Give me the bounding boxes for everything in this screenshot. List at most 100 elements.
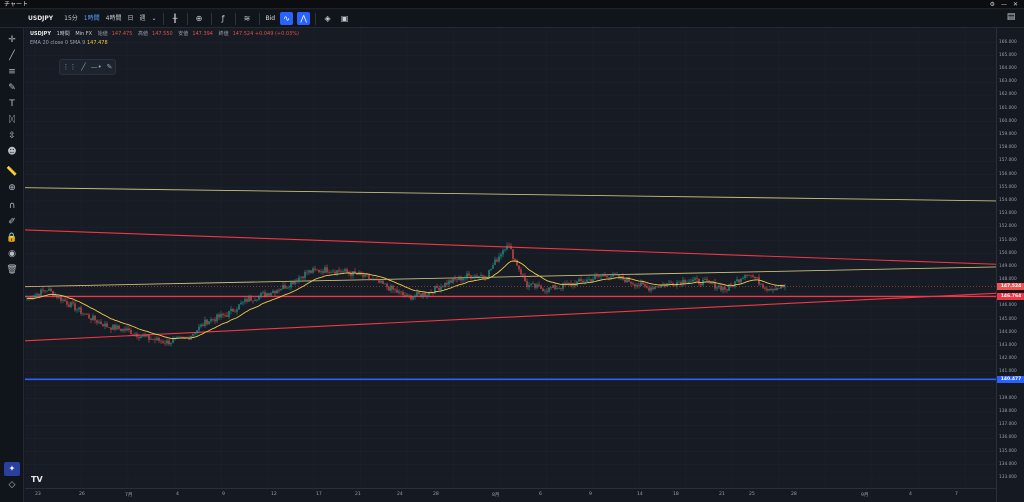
candle-body xyxy=(246,298,248,302)
candle-body xyxy=(434,286,436,294)
brush-icon[interactable]: ✎ xyxy=(8,83,16,93)
cursor-icon[interactable]: ✛ xyxy=(8,35,16,45)
brush-tool-icon[interactable]: ✎ xyxy=(106,63,113,71)
candle-body xyxy=(594,275,596,280)
candle-body xyxy=(296,280,298,282)
candle-body xyxy=(450,280,452,283)
candle-body xyxy=(494,259,496,265)
yellow-resistance-line xyxy=(25,187,996,202)
price-tick-label: 134.000 xyxy=(999,461,1017,467)
layers-icon[interactable]: ◇ xyxy=(8,480,16,490)
close-icon[interactable]: ✕ xyxy=(1012,0,1018,8)
horizontal-ray-icon[interactable]: —• xyxy=(90,63,102,71)
snapshot-icon[interactable]: ▣ xyxy=(340,14,349,23)
price-tick-label: 161.000 xyxy=(999,105,1017,111)
candle-body xyxy=(456,279,458,281)
indicator-icon[interactable]: ƒ xyxy=(221,14,225,23)
price-chart[interactable] xyxy=(25,28,996,488)
price-tick-label: 158.000 xyxy=(999,145,1017,151)
trendline-icon[interactable]: ╱ xyxy=(9,51,15,61)
timeframe-15m[interactable]: 15分 xyxy=(64,14,78,22)
pattern-icon[interactable]: ᛞ xyxy=(9,115,15,125)
favorites-icon[interactable]: ✦ xyxy=(4,462,20,476)
magnet-icon[interactable]: ∩ xyxy=(8,201,16,211)
candle-body xyxy=(640,282,642,286)
price-tick-label: 137.000 xyxy=(999,422,1017,428)
candle-body xyxy=(114,324,116,330)
emoji-icon[interactable]: ☻ xyxy=(7,147,17,157)
measure-range-icon[interactable]: ⇳ xyxy=(8,131,16,141)
candle-body xyxy=(560,288,562,289)
timeframe-dropdown-icon[interactable]: ⌄ xyxy=(151,14,157,22)
timeframe-4h[interactable]: 4時間 xyxy=(105,14,122,22)
wave-chart-icon[interactable]: ⋀ xyxy=(297,12,311,25)
candle-body xyxy=(144,335,146,337)
trendline-tool-icon[interactable]: ╱ xyxy=(81,63,86,71)
divider xyxy=(210,12,212,25)
candle-body xyxy=(52,290,54,297)
settings-icon[interactable]: ⚙ xyxy=(989,0,995,8)
text-icon[interactable]: T xyxy=(9,99,15,109)
compare-icon[interactable]: ≋ xyxy=(243,14,251,23)
price-tick-label: 135.000 xyxy=(999,448,1017,454)
eye-icon[interactable]: ◉ xyxy=(8,249,16,259)
alert-icon[interactable]: ◈ xyxy=(324,14,331,23)
candle-body xyxy=(682,280,684,285)
candle-body xyxy=(278,290,280,291)
layout-icon[interactable]: ▤ xyxy=(1006,12,1016,22)
candle-body xyxy=(222,313,224,316)
trash-icon[interactable]: 🗑 xyxy=(6,265,18,275)
price-tick-label: 152.000 xyxy=(999,224,1017,230)
candle-body xyxy=(444,282,446,287)
candle-body xyxy=(420,293,422,297)
candle-body xyxy=(506,245,508,250)
tradingview-logo: TV xyxy=(31,475,43,484)
time-tick-label: 25 xyxy=(749,492,755,497)
timeframe-week[interactable]: 週 xyxy=(139,14,146,22)
candle-body xyxy=(92,315,94,320)
price-tick-label: 156.000 xyxy=(999,171,1017,177)
drag-handle-icon[interactable]: ⋮⋮ xyxy=(62,63,77,71)
price-axis[interactable]: 166.000 165.000 164.000 163.000 162.000 161.0… xyxy=(996,28,1024,502)
candle-body xyxy=(692,279,694,282)
horizontal-lines-icon[interactable]: ≡ xyxy=(8,67,16,77)
zoom-icon[interactable]: ⊕ xyxy=(8,183,16,193)
close-label: 終値 xyxy=(218,31,229,37)
candle-body xyxy=(600,276,602,277)
candle-body xyxy=(578,279,580,282)
chart-area[interactable] xyxy=(25,28,996,488)
candle-body xyxy=(750,275,752,276)
candle-body xyxy=(764,287,766,289)
candle-body xyxy=(98,321,100,323)
candle-body xyxy=(60,296,62,301)
price-type-button[interactable]: Bid xyxy=(265,15,276,22)
minimize-icon[interactable]: — xyxy=(1000,0,1007,8)
candle-body xyxy=(438,287,440,291)
candle-body xyxy=(390,285,392,291)
candle-body xyxy=(458,276,460,281)
add-indicator-icon[interactable]: ⊕ xyxy=(195,14,203,23)
pencil-lock-icon[interactable]: ✐ xyxy=(8,217,16,227)
time-axis[interactable]: 23 26 7月 4 9 12 17 21 24 28 8月 6 9 14 18 21 25 28 9月 4 7 xyxy=(25,488,996,502)
candle-body xyxy=(404,295,406,297)
time-tick-label: 18 xyxy=(673,492,679,497)
candle-body xyxy=(678,281,680,283)
candle-body xyxy=(776,287,778,291)
lock-icon[interactable]: 🔒 xyxy=(6,233,18,243)
candle-body xyxy=(704,279,706,280)
candle-body xyxy=(366,273,368,275)
timeframe-1h[interactable]: 1時間 xyxy=(83,14,100,22)
price-tick-label: 166.000 xyxy=(999,39,1017,45)
candle-body xyxy=(372,278,374,280)
candle-body xyxy=(612,273,614,277)
price-tick-label: 163.000 xyxy=(999,79,1017,85)
timeframe-day[interactable]: 日 xyxy=(127,14,134,22)
candle-body xyxy=(726,289,728,291)
candles-icon[interactable]: ╫ xyxy=(172,14,178,23)
symbol-selector[interactable]: USDJPY xyxy=(28,15,54,22)
time-tick-label: 28 xyxy=(433,492,439,497)
candle-body xyxy=(716,287,718,289)
indicator-name[interactable]: EMA 20 close 0 SMA 9 xyxy=(30,40,86,46)
ruler-icon[interactable]: 📏 xyxy=(6,167,18,177)
line-chart-icon[interactable]: ∿ xyxy=(280,12,294,25)
